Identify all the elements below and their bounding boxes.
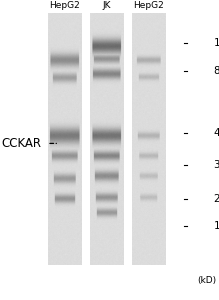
Text: JK: JK: [102, 1, 111, 10]
Text: 48: 48: [214, 128, 219, 139]
Text: HepG2: HepG2: [134, 1, 164, 10]
Text: (kD): (kD): [197, 276, 217, 285]
Text: 26: 26: [214, 194, 219, 204]
Text: 34: 34: [214, 160, 219, 170]
Text: 117: 117: [214, 38, 219, 48]
Text: CCKAR: CCKAR: [1, 137, 41, 150]
Text: 19: 19: [214, 220, 219, 231]
Text: HepG2: HepG2: [49, 1, 80, 10]
Text: 85: 85: [214, 66, 219, 76]
